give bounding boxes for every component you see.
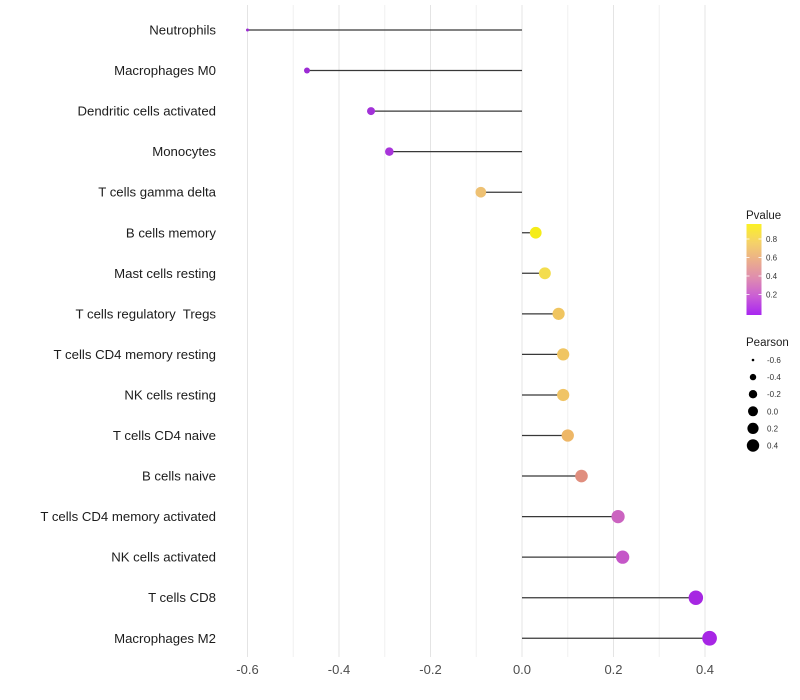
category-label: NK cells resting	[124, 387, 216, 402]
data-point	[367, 107, 376, 116]
lollipop-row: T cells regulatory Tregs	[76, 306, 565, 321]
category-label: Dendritic cells activated	[77, 104, 216, 119]
category-label: Macrophages M0	[114, 63, 216, 78]
pearson-legend-dot	[751, 358, 755, 362]
category-label: T cells regulatory Tregs	[76, 306, 217, 321]
lollipop-row: T cells CD8	[148, 590, 704, 605]
data-point	[611, 509, 625, 524]
pearson-legend-dot	[747, 422, 759, 434]
lollipop-row: NK cells resting	[124, 387, 570, 402]
data-point	[557, 388, 570, 402]
lollipop-row: T cells CD4 memory resting	[54, 347, 570, 362]
lollipop-row: Macrophages M2	[114, 631, 717, 646]
pearson-legend-label: 0.0	[767, 407, 779, 416]
category-label: NK cells activated	[111, 550, 216, 565]
x-tick-label: -0.6	[236, 662, 258, 677]
pearson-legend-label: -0.4	[767, 373, 781, 382]
lollipop-row: B cells memory	[126, 225, 542, 240]
pvalue-colorbar	[746, 224, 762, 315]
pvalue-legend: Pvalue 0.8 0.6 0.4 0.2	[746, 210, 781, 315]
pearson-legend-label: 0.2	[767, 424, 779, 433]
pearson-legend-title: Pearson	[746, 337, 789, 349]
x-tick-label: 0.4	[696, 662, 714, 677]
data-point	[385, 147, 394, 156]
pearson-legend-label: -0.6	[767, 356, 781, 365]
x-tick-label: 0.2	[604, 662, 622, 677]
category-label: Mast cells resting	[114, 266, 216, 281]
data-rows: Neutrophils Macrophages M0 Dendritic cells…	[40, 23, 717, 646]
pvalue-tick-label: 0.8	[766, 235, 778, 244]
pvalue-tick-label: 0.4	[766, 272, 778, 281]
category-label: T cells CD4 naive	[113, 428, 216, 443]
x-tick-label: -0.4	[328, 662, 350, 677]
lollipop-row: T cells CD4 naive	[113, 428, 574, 443]
pvalue-tick-label: 0.6	[766, 254, 778, 263]
data-point	[552, 307, 565, 320]
lollipop-row: Macrophages M0	[114, 63, 522, 78]
category-label: Neutrophils	[149, 23, 216, 38]
lollipop-row: T cells gamma delta	[98, 185, 522, 200]
category-label: Macrophages M2	[114, 631, 216, 646]
x-tick-label: 0.0	[513, 662, 531, 677]
data-point	[246, 28, 249, 32]
data-point	[575, 469, 588, 483]
category-label: T cells gamma delta	[98, 185, 216, 200]
data-point	[702, 630, 717, 646]
pearson-legend-dot	[749, 373, 757, 381]
pearson-legend-label: -0.2	[767, 390, 781, 399]
category-label: B cells memory	[126, 225, 217, 240]
data-point	[561, 429, 574, 442]
lollipop-row: Dendritic cells activated	[77, 104, 522, 119]
category-label: B cells naive	[142, 469, 216, 484]
pearson-legend-dot	[748, 390, 758, 399]
grid-lines	[247, 5, 706, 657]
data-point	[303, 67, 310, 74]
data-point	[557, 348, 570, 361]
pearson-legend: Pearson -0.6 -0.4 -0.2 0.0 0.2 0.4	[746, 337, 789, 452]
data-point	[475, 186, 487, 198]
x-axis: -0.6 -0.4 -0.2 0.0 0.2 0.4	[236, 662, 714, 677]
pearson-legend-label: 0.4	[767, 442, 779, 451]
category-label: Monocytes	[152, 144, 216, 159]
lollipop-row: Neutrophils	[149, 23, 522, 38]
data-point	[616, 550, 630, 564]
pvalue-tick-label: 0.2	[766, 291, 778, 300]
pearson-legend-dot	[748, 406, 758, 417]
lollipop-row: Mast cells resting	[114, 266, 551, 281]
category-label: T cells CD8	[148, 590, 216, 605]
lollipop-row: B cells naive	[142, 469, 588, 484]
data-point	[688, 590, 704, 605]
data-point	[538, 267, 551, 280]
category-label: T cells CD4 memory resting	[54, 347, 216, 362]
data-point	[529, 226, 542, 239]
lollipop-row: Monocytes	[152, 144, 522, 159]
x-tick-label: -0.2	[419, 662, 441, 677]
pearson-legend-dot	[746, 439, 760, 452]
category-label: T cells CD4 memory activated	[40, 509, 216, 524]
lollipop-row: T cells CD4 memory activated	[40, 509, 625, 524]
lollipop-row: NK cells activated	[111, 550, 630, 565]
pvalue-legend-title: Pvalue	[746, 210, 781, 222]
